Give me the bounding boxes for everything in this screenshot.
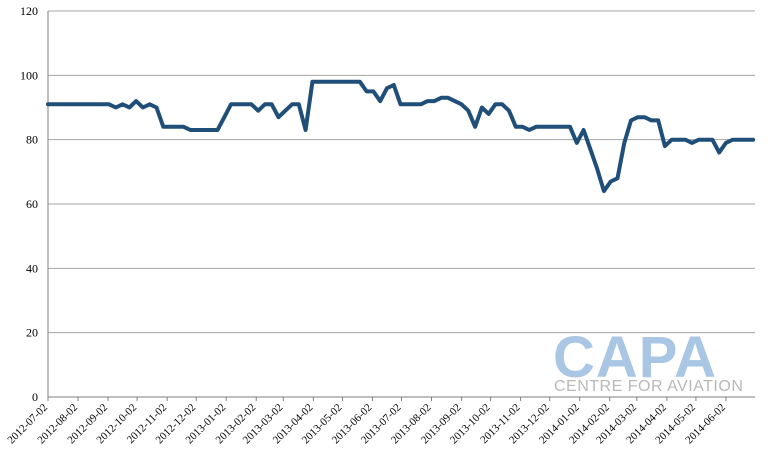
x-axis-tick-labels: 2012-07-022012-08-022012-09-022012-10-02… [5,402,728,447]
watermark-subtitle: CENTRE FOR AVIATION [554,378,743,395]
series-layer [46,79,756,194]
y-tick-label: 120 [20,4,38,18]
series-line-0 [46,79,756,194]
watermark-title: CAPA [553,325,717,390]
y-tick-label: 80 [26,133,38,147]
gridlines [48,10,755,334]
axes [47,11,755,401]
y-tick-label: 20 [26,326,38,340]
y-tick-label: 100 [20,68,38,82]
y-axis-tick-labels: 0 20 40 60 80 100 120 [20,4,38,404]
capa-watermark-logo: CAPA CENTRE FOR AVIATION [553,325,743,395]
y-tick-label: 40 [26,261,38,275]
y-tick-label: 0 [32,390,38,404]
y-tick-label: 60 [26,197,38,211]
